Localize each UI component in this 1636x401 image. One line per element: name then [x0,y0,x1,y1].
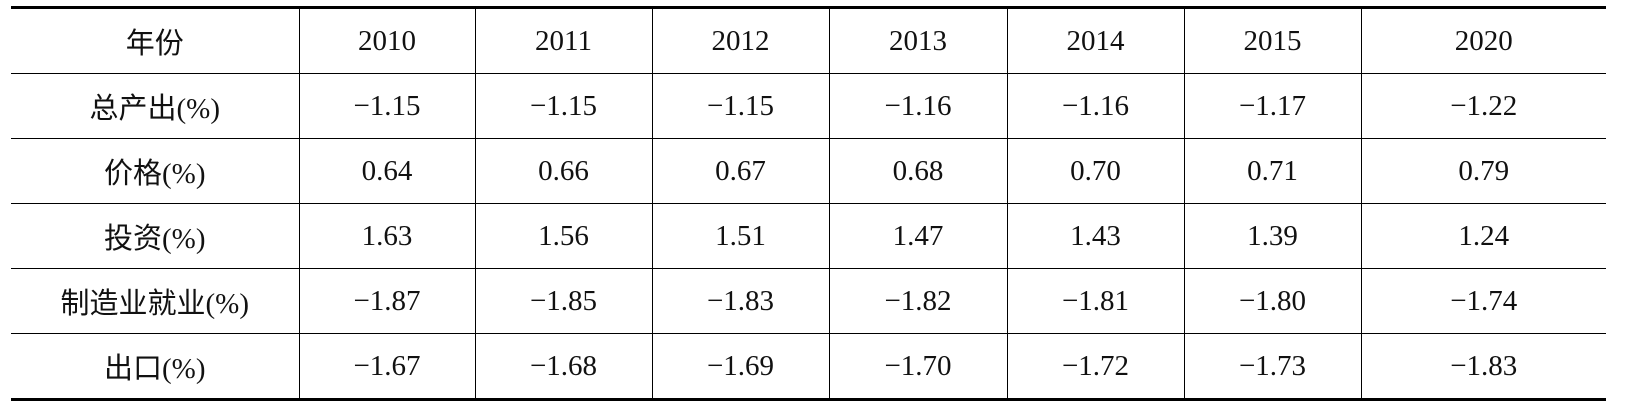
row-label: 价格(%) [11,138,299,204]
value-cell: −1.82 [828,268,1007,334]
value-cell: −1.72 [1006,333,1184,400]
value-cell: 1.63 [298,203,475,269]
header-cell: 2012 [651,7,829,74]
value-cell: −1.87 [298,268,475,334]
value-cell: −1.85 [474,268,652,334]
table-row: 总产出(%) −1.15 −1.15 −1.15 −1.16 −1.16 −1.17 −1.2… [11,73,1606,139]
value-cell: −1.16 [1006,73,1184,139]
value-cell: −1.16 [828,73,1007,139]
value-cell: 0.71 [1183,138,1361,204]
table-row: 价格(%) 0.64 0.66 0.67 0.68 0.70 0.71 0.79 [11,138,1606,204]
value-cell: 1.24 [1360,203,1606,269]
header-cell: 2020 [1360,7,1606,74]
value-cell: −1.70 [828,333,1007,400]
value-cell: 1.47 [828,203,1007,269]
value-cell: 0.66 [474,138,652,204]
value-cell: −1.67 [298,333,475,400]
value-cell: −1.69 [651,333,829,400]
header-cell: 2014 [1006,7,1184,74]
value-cell: −1.83 [1360,333,1606,400]
row-label: 投资(%) [11,203,299,269]
table-row: 投资(%) 1.63 1.56 1.51 1.47 1.43 1.39 1.24 [11,203,1606,269]
header-cell: 2013 [828,7,1007,74]
value-cell: 0.79 [1360,138,1606,204]
value-cell: −1.73 [1183,333,1361,400]
value-cell: 1.43 [1006,203,1184,269]
value-cell: −1.81 [1006,268,1184,334]
table-row: 出口(%) −1.67 −1.68 −1.69 −1.70 −1.72 −1.73 −1.83 [11,333,1606,400]
table-row: 制造业就业(%) −1.87 −1.85 −1.83 −1.82 −1.81 −1.80 −1… [11,268,1606,334]
value-cell: 0.64 [298,138,475,204]
value-cell: −1.80 [1183,268,1361,334]
value-cell: 0.67 [651,138,829,204]
row-label: 制造业就业(%) [11,268,299,334]
table-body: 总产出(%) −1.15 −1.15 −1.15 −1.16 −1.16 −1.17 −1.2… [11,73,1606,400]
value-cell: −1.15 [474,73,652,139]
value-cell: −1.83 [651,268,829,334]
data-table: 年份 2010 2011 2012 2013 2014 2015 2020 总产出(%) −1.… [11,6,1606,401]
value-cell: −1.22 [1360,73,1606,139]
header-row: 年份 2010 2011 2012 2013 2014 2015 2020 [11,7,1606,74]
header-cell: 2010 [298,7,475,74]
header-cell: 2015 [1183,7,1361,74]
value-cell: −1.15 [651,73,829,139]
value-cell: 1.39 [1183,203,1361,269]
value-cell: 0.68 [828,138,1007,204]
table-header: 年份 2010 2011 2012 2013 2014 2015 2020 [11,7,1606,74]
header-cell: 2011 [474,7,652,74]
value-cell: 1.51 [651,203,829,269]
row-label: 总产出(%) [89,93,220,125]
row-label: 出口(%) [11,333,299,400]
value-cell: −1.17 [1183,73,1361,139]
value-cell: −1.68 [474,333,652,400]
header-cell: 年份 [11,7,299,74]
value-cell: 0.70 [1006,138,1184,204]
value-cell: −1.74 [1360,268,1606,334]
value-cell: −1.15 [298,73,475,139]
value-cell: 1.56 [474,203,652,269]
